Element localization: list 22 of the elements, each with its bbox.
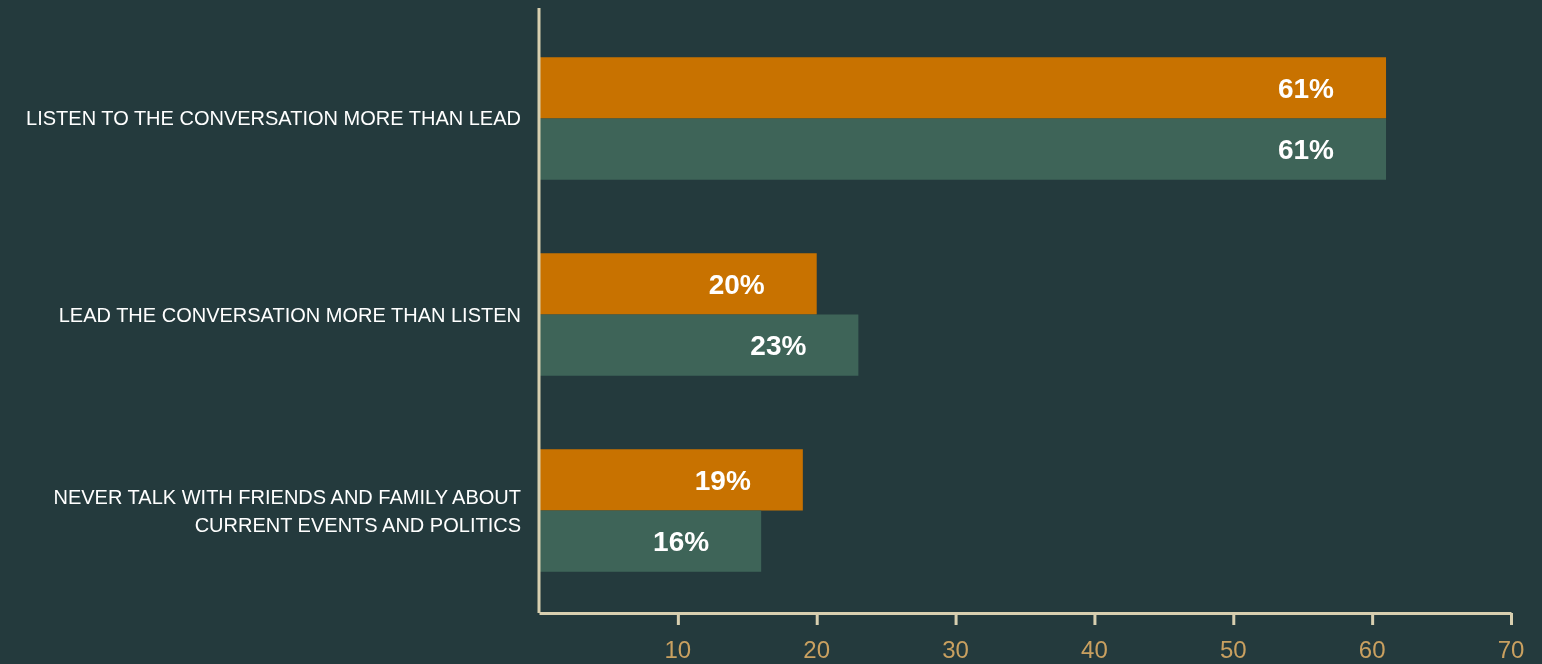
x-tick-label: 70 — [1497, 636, 1525, 664]
y-tick-label: NEVER TALK WITH FRIENDS AND FAMILY ABOUT CURRENT EVENTS AND POLITICS — [53, 485, 521, 536]
bar — [539, 57, 1387, 119]
data-label: 16% — [653, 525, 710, 557]
bar — [539, 314, 859, 376]
bar — [539, 449, 803, 511]
bar — [539, 118, 1387, 180]
data-label: 61% — [1277, 72, 1335, 104]
data-label: 20% — [708, 268, 765, 300]
x-tick-label: 30 — [942, 636, 969, 664]
data-label: 23% — [750, 329, 807, 361]
bar — [539, 510, 762, 572]
x-tick-label: 20 — [803, 636, 831, 664]
bar — [539, 253, 817, 315]
x-tick-label: 60 — [1358, 636, 1386, 664]
data-label: 61% — [1277, 133, 1335, 165]
y-tick-label: LISTEN TO THE CONVERSATION MORE THAN LEAD — [26, 107, 521, 130]
data-label: 19% — [694, 464, 751, 496]
x-tick-label: 10 — [664, 636, 692, 664]
x-tick-label: 40 — [1081, 636, 1108, 664]
y-tick-label: LEAD THE CONVERSATION MORE THAN LISTEN — [58, 303, 521, 326]
x-tick-label: 50 — [1219, 636, 1247, 664]
